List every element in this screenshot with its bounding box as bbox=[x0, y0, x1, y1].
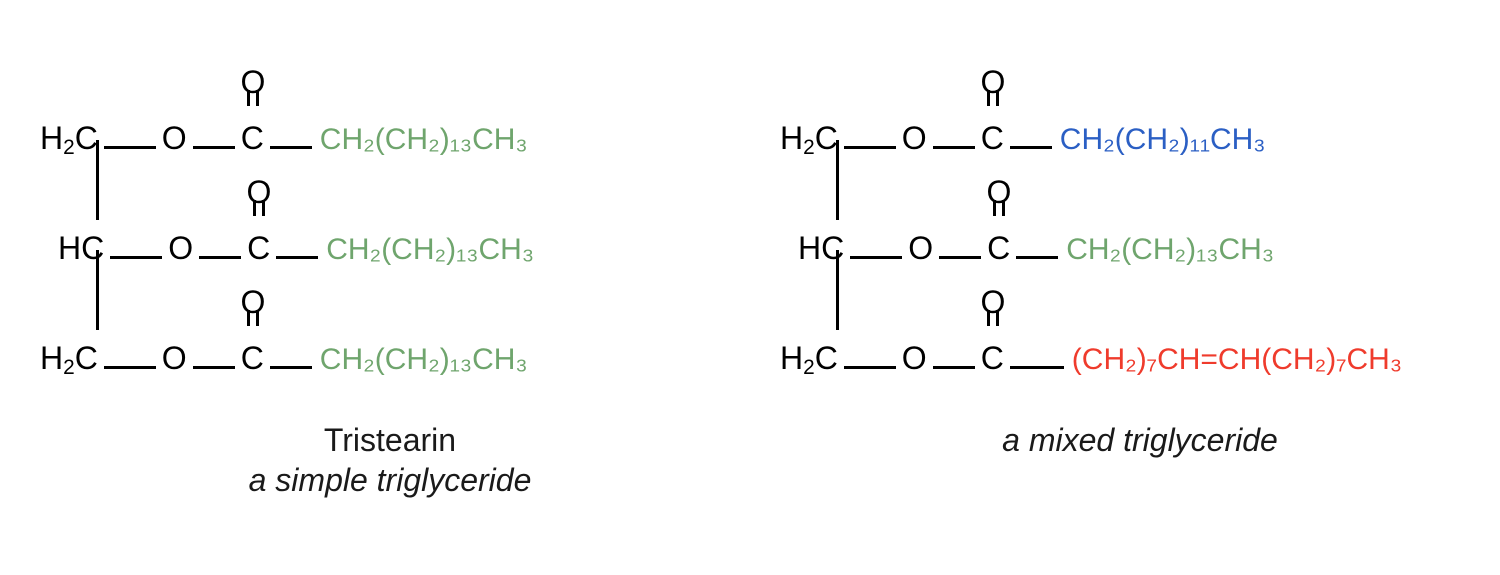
carbonyl-oxygen: O bbox=[247, 182, 272, 212]
bond bbox=[1010, 366, 1064, 369]
ester-oxygen: O bbox=[908, 230, 933, 267]
carbonyl-carbon: C bbox=[987, 230, 1010, 267]
ester-row: H2C O C (CH₂)₇CH=CH(CH₂)₇CH₃ bbox=[780, 340, 1402, 380]
caption-name: Tristearin bbox=[40, 420, 740, 460]
ester-oxygen: O bbox=[168, 230, 193, 267]
glycerol-carbon-label: H2C bbox=[780, 120, 838, 160]
bond bbox=[270, 366, 312, 369]
carbonyl-carbon: C bbox=[241, 120, 264, 157]
bond bbox=[844, 366, 896, 369]
glycerol-carbon-label: H2C bbox=[40, 120, 98, 160]
carbonyl-oxygen: O bbox=[987, 182, 1012, 212]
caption-desc: a simple triglyceride bbox=[40, 460, 740, 500]
ester-oxygen: O bbox=[902, 340, 927, 377]
ester-oxygen: O bbox=[162, 120, 187, 157]
fatty-acid-chain: (CH₂)₇CH=CH(CH₂)₇CH₃ bbox=[1072, 343, 1402, 377]
bond bbox=[1016, 256, 1058, 259]
tristearin-structure: H2COCCH₂(CH₂)₁₃CH₃OHCOCCH₂(CH₂)₁₃CH₃OH2C… bbox=[40, 30, 740, 410]
carbonyl-carbon: C bbox=[981, 340, 1004, 377]
carbonyl-oxygen: O bbox=[241, 72, 266, 102]
glycerol-carbon-label: H2C bbox=[40, 340, 98, 380]
bond bbox=[104, 146, 156, 149]
mixed-triglyceride-structure: H2COCCH₂(CH₂)₁₁CH₃OHCOCCH₂(CH₂)₁₃CH₃OH2C… bbox=[780, 30, 1500, 410]
fatty-acid-chain: CH₂(CH₂)₁₃CH₃ bbox=[320, 343, 528, 377]
bond bbox=[933, 146, 975, 149]
bond bbox=[110, 256, 162, 259]
bond bbox=[939, 256, 981, 259]
bond bbox=[193, 146, 235, 149]
ester-row: HC O C CH₂(CH₂)₁₃CH₃ bbox=[40, 230, 534, 270]
structure-drawing: H2COCCH₂(CH₂)₁₃CH₃OHCOCCH₂(CH₂)₁₃CH₃OH2C… bbox=[40, 30, 740, 410]
bond bbox=[199, 256, 241, 259]
carbonyl-oxygen: O bbox=[241, 292, 266, 322]
ester-oxygen: O bbox=[162, 340, 187, 377]
bond bbox=[1010, 146, 1052, 149]
bond bbox=[193, 366, 235, 369]
fatty-acid-chain: CH₂(CH₂)₁₁CH₃ bbox=[1060, 123, 1266, 157]
ester-row: H2C O C CH₂(CH₂)₁₃CH₃ bbox=[40, 340, 528, 380]
bond bbox=[270, 146, 312, 149]
caption-desc: a mixed triglyceride bbox=[780, 420, 1500, 460]
glycerol-carbon-label: H2C bbox=[780, 340, 838, 380]
bond bbox=[933, 366, 975, 369]
carbonyl-carbon: C bbox=[981, 120, 1004, 157]
fatty-acid-chain: CH₂(CH₂)₁₃CH₃ bbox=[1066, 233, 1274, 267]
bond bbox=[850, 256, 902, 259]
structure-drawing: H2COCCH₂(CH₂)₁₁CH₃OHCOCCH₂(CH₂)₁₃CH₃OH2C… bbox=[780, 30, 1500, 410]
caption-left: Tristearin a simple triglyceride bbox=[40, 420, 740, 500]
fatty-acid-chain: CH₂(CH₂)₁₃CH₃ bbox=[326, 233, 534, 267]
ester-row: HC O C CH₂(CH₂)₁₃CH₃ bbox=[780, 230, 1274, 270]
carbonyl-oxygen: O bbox=[981, 72, 1006, 102]
ester-row: H2C O C CH₂(CH₂)₁₁CH₃ bbox=[780, 120, 1266, 160]
bond bbox=[104, 366, 156, 369]
glycerol-carbon-label: HC bbox=[798, 230, 844, 267]
ester-row: H2C O C CH₂(CH₂)₁₃CH₃ bbox=[40, 120, 528, 160]
caption-right: a mixed triglyceride bbox=[780, 420, 1500, 460]
ester-oxygen: O bbox=[902, 120, 927, 157]
carbonyl-carbon: C bbox=[241, 340, 264, 377]
bond bbox=[276, 256, 318, 259]
glycerol-carbon-label: HC bbox=[58, 230, 104, 267]
carbonyl-carbon: C bbox=[247, 230, 270, 267]
bond bbox=[844, 146, 896, 149]
fatty-acid-chain: CH₂(CH₂)₁₃CH₃ bbox=[320, 123, 528, 157]
carbonyl-oxygen: O bbox=[981, 292, 1006, 322]
